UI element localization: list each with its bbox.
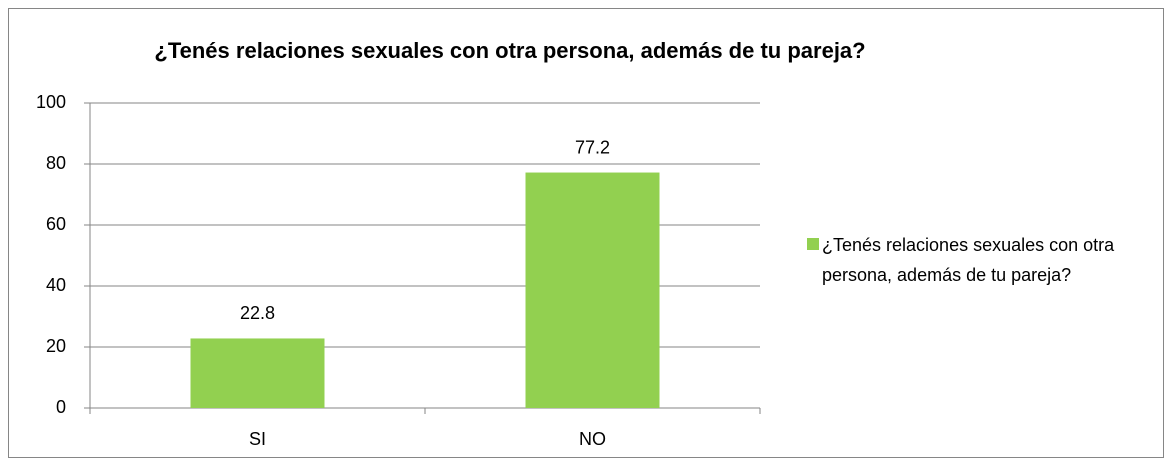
data-label: 22.8 (240, 303, 275, 323)
data-label: 77.2 (575, 137, 610, 157)
y-tick-label: 60 (46, 214, 66, 234)
bar (190, 338, 325, 408)
y-tick-label: 80 (46, 153, 66, 173)
chart-title: ¿Tenés relaciones sexuales con otra pers… (154, 38, 865, 63)
x-tick-label: NO (579, 429, 606, 449)
legend-label: ¿Tenés relaciones sexuales con otra pers… (822, 235, 1115, 285)
y-tick-label: 100 (36, 92, 66, 112)
y-tick-label: 20 (46, 336, 66, 356)
bar (525, 172, 660, 408)
y-tick-label: 0 (56, 397, 66, 417)
legend-swatch (807, 238, 819, 250)
y-tick-label: 40 (46, 275, 66, 295)
x-tick-label: SI (249, 429, 266, 449)
